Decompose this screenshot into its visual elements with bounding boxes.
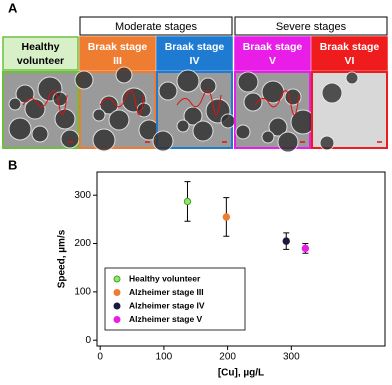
particle [284, 88, 302, 106]
particle [8, 117, 32, 141]
legend-label: Alzheimer stage III [129, 287, 204, 297]
x-tick-label: 200 [219, 352, 236, 363]
y-tick-label: 100 [74, 287, 91, 298]
particle [192, 120, 214, 142]
particle [176, 119, 190, 133]
y-tick-label: 300 [74, 190, 91, 201]
particle [31, 125, 49, 143]
trajectory [22, 90, 68, 116]
particle [60, 129, 80, 149]
micrograph [311, 71, 388, 149]
legend-label: Healthy volunteer [129, 273, 201, 283]
sample-header [234, 36, 311, 71]
particle [321, 82, 343, 104]
legend-marker [113, 316, 121, 323]
legend-marker [113, 302, 121, 310]
group-box [234, 16, 388, 36]
legend-marker [113, 275, 121, 283]
particle [52, 91, 68, 107]
particle [176, 69, 200, 93]
group-box [79, 16, 233, 36]
x-tick-label: 100 [156, 352, 173, 363]
particle [108, 109, 130, 131]
trajectory [254, 90, 300, 116]
particle [199, 77, 217, 95]
sample-label: VI [345, 55, 355, 67]
particle [74, 70, 94, 90]
sample-header [156, 36, 233, 71]
data-point [282, 237, 290, 245]
sample-header [79, 36, 156, 71]
particle [237, 71, 259, 93]
group-title: Severe stages [276, 21, 347, 33]
particle [183, 106, 203, 126]
particle [319, 135, 335, 151]
legend-marker [113, 289, 121, 296]
sample-label: Braak stage [243, 41, 303, 53]
particle [235, 124, 251, 140]
particle [92, 108, 106, 122]
legend-label: Alzheimer stage IV [129, 300, 205, 310]
particle [158, 81, 178, 101]
sample-header [311, 36, 388, 71]
sample-label: III [113, 55, 122, 67]
data-point [183, 197, 192, 206]
sample-label: V [269, 55, 276, 67]
plot-frame [96, 171, 386, 347]
x-tick-label: 300 [283, 352, 300, 363]
sample-label: Braak stage [88, 41, 148, 53]
sample-header [2, 36, 79, 71]
sample-label: volunteer [17, 55, 64, 67]
data-point [301, 244, 310, 253]
x-tick-label: 0 [97, 352, 103, 363]
particle [115, 66, 133, 84]
x-axis-label: [Cu], µg/L [218, 368, 264, 379]
panel-label: A [8, 0, 18, 15]
legend-box [104, 267, 246, 331]
particle [152, 130, 174, 152]
particle [345, 71, 359, 85]
y-tick-label: 200 [74, 238, 91, 249]
trajectory [99, 90, 145, 116]
panel-label: B [8, 157, 17, 172]
trajectory [176, 90, 222, 116]
particle [8, 97, 22, 111]
sample-label: Braak stage [165, 41, 225, 53]
particle [277, 131, 299, 153]
particle [24, 98, 46, 120]
data-point [222, 213, 231, 221]
particle [268, 117, 288, 137]
sample-label: Braak stage [320, 41, 380, 53]
particle [220, 113, 236, 129]
particle [261, 80, 285, 104]
particle [92, 128, 116, 152]
legend-label: Alzheimer stage V [129, 314, 203, 324]
sample-label: Healthy [22, 41, 60, 53]
sample-label: IV [190, 55, 200, 67]
group-title: Moderate stages [115, 21, 197, 33]
particle [243, 92, 263, 112]
particle [54, 108, 76, 130]
y-axis-label: Speed, µm/s [57, 229, 68, 288]
y-tick-label: 0 [85, 335, 91, 346]
particle [261, 130, 275, 144]
